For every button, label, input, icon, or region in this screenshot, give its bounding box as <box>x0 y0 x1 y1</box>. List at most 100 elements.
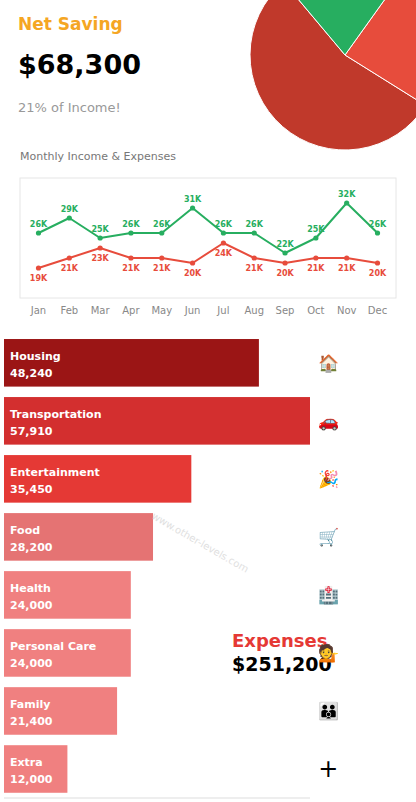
x-tick-label: Feb <box>60 305 78 316</box>
series-marker <box>159 255 164 260</box>
data-label: 26K <box>246 220 264 229</box>
data-label: 24K <box>215 249 233 258</box>
series-marker <box>282 260 287 265</box>
data-label: 12,000 <box>10 773 53 786</box>
expenses-label: Expenses <box>232 630 327 651</box>
x-tick-label: Dec <box>368 305 387 316</box>
pie-slice <box>284 0 400 55</box>
plot-area <box>36 200 380 270</box>
x-tick-label: Mar <box>91 305 111 316</box>
x-tick-label: Nov <box>337 305 357 316</box>
x-tick-label: Jan <box>30 305 46 316</box>
bar <box>4 629 131 677</box>
data-label: 23K <box>91 254 109 263</box>
data-label: 21,400 <box>10 715 53 728</box>
bar <box>4 455 191 503</box>
data-label: 22K <box>276 240 294 249</box>
bar <box>4 687 117 735</box>
row-icon: 🛒 <box>318 527 339 547</box>
data-label: 25K <box>91 225 109 234</box>
bar-texts: Housing 48,240 Transportation 57,910 Enterta… <box>10 350 101 786</box>
bar <box>4 339 259 387</box>
data-label: 26K <box>369 220 387 229</box>
data-label: 25K <box>307 225 325 234</box>
data-label: 32K <box>338 190 356 199</box>
data-label: 20K <box>369 269 387 278</box>
data-label: 26K <box>30 220 48 229</box>
x-tick-label: Sep <box>276 305 295 316</box>
bar-category: Health <box>10 582 51 595</box>
series-marker <box>159 230 164 235</box>
bar-category: Extra <box>10 756 43 769</box>
series-marker <box>282 250 287 255</box>
data-label: 21K <box>153 264 171 273</box>
data-labels: 26K 29K 25K 26K 26K 31K 26K 26K 22K 25K 32K 26K 19K 2… <box>30 190 387 283</box>
series-marker <box>190 260 195 265</box>
expenses-total: $251,200 <box>232 653 332 675</box>
row-icon: 🚗 <box>318 411 339 431</box>
data-label: 35,450 <box>10 483 53 496</box>
series-line <box>38 243 377 268</box>
data-label: 28,200 <box>10 541 53 554</box>
series-marker <box>98 245 103 250</box>
data-label: 31K <box>184 195 202 204</box>
x-tick-label: Oct <box>307 305 324 316</box>
bar-category: Transportation <box>10 408 101 421</box>
data-label: 24,000 <box>10 657 53 670</box>
series-marker <box>128 255 133 260</box>
series-marker <box>67 215 72 220</box>
series-marker <box>252 255 257 260</box>
series-marker <box>313 255 318 260</box>
x-tick-label: Apr <box>122 305 140 316</box>
headline-amount: $68,300 <box>18 49 141 80</box>
chart-title: Monthly Income & Expenses <box>20 150 176 163</box>
series-marker <box>36 230 41 235</box>
series-marker <box>313 235 318 240</box>
data-label: 20K <box>276 269 294 278</box>
series-marker <box>128 230 133 235</box>
data-label: 21K <box>338 264 356 273</box>
series-marker <box>375 260 380 265</box>
bar <box>4 397 310 445</box>
series-marker <box>36 265 41 270</box>
headline-subtitle: 21% of Income! <box>18 100 121 115</box>
series-line <box>38 203 377 253</box>
bar-category: Food <box>10 524 40 537</box>
row-icon: 🎉 <box>318 469 339 490</box>
bar-category: Personal Care <box>10 640 96 653</box>
row-icon: + <box>318 755 338 783</box>
data-label: 26K <box>153 220 171 229</box>
row-icon: 🏥 <box>318 585 339 605</box>
chart-canvas: Net Saving $68,300 21% of Income! Monthly I… <box>0 0 416 802</box>
data-label: 57,910 <box>10 425 53 438</box>
row-icon: 💁 <box>318 643 339 663</box>
data-label: 48,240 <box>10 367 53 380</box>
data-label: 21K <box>61 264 79 273</box>
data-label: 29K <box>61 205 79 214</box>
series-marker <box>252 230 257 235</box>
data-label: 21K <box>246 264 264 273</box>
x-axis-line <box>4 798 310 799</box>
data-label: 24,000 <box>10 599 53 612</box>
data-label: 21K <box>307 264 325 273</box>
bar <box>4 745 67 793</box>
x-tick-label: May <box>151 305 172 316</box>
data-label: 21K <box>122 264 140 273</box>
x-tick-label: Aug <box>244 305 264 316</box>
bar-category: Family <box>10 698 50 711</box>
bar-category: Housing <box>10 350 61 363</box>
row-icon: 🏠 <box>318 353 339 373</box>
series-marker <box>190 205 195 210</box>
data-label: 19K <box>30 274 48 283</box>
series-marker <box>221 240 226 245</box>
data-label: 20K <box>184 269 202 278</box>
series-marker <box>98 235 103 240</box>
data-label: 26K <box>215 220 233 229</box>
series-marker <box>344 200 349 205</box>
bar <box>4 513 153 561</box>
headline: Net Saving <box>18 14 123 34</box>
bar-category: Entertainment <box>10 466 100 479</box>
data-label: 26K <box>122 220 140 229</box>
series-marker <box>67 255 72 260</box>
row-icon: 👪 <box>318 701 339 721</box>
